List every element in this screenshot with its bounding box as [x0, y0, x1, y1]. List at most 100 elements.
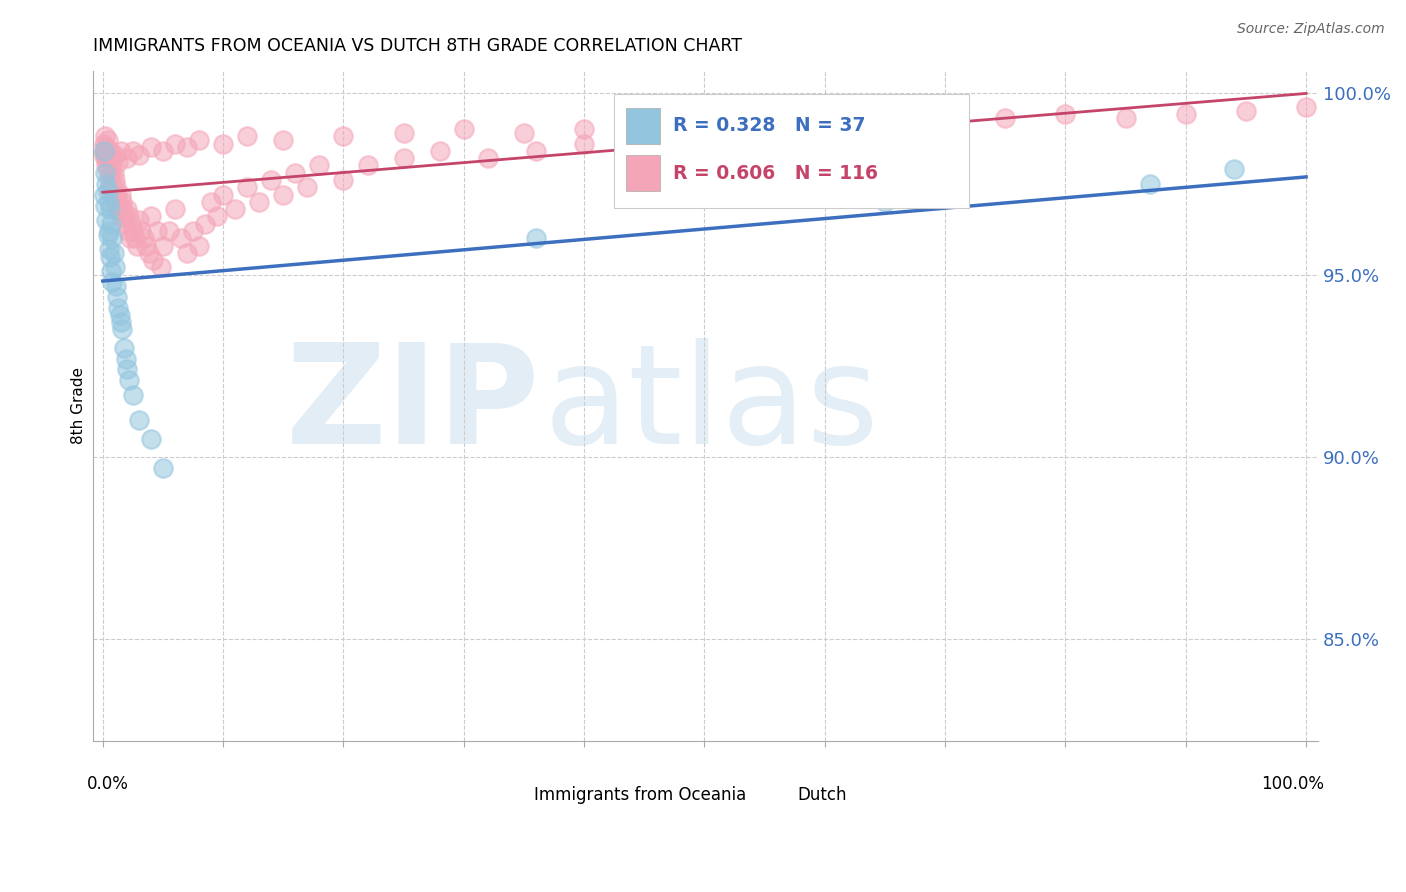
Point	[1223, 162, 1246, 177]
Point	[103, 245, 125, 260]
Point	[101, 275, 124, 289]
Point	[96, 140, 118, 154]
Point	[110, 315, 132, 329]
Point	[120, 231, 142, 245]
Point	[271, 187, 294, 202]
Point	[103, 166, 125, 180]
FancyBboxPatch shape	[614, 95, 969, 208]
Point	[100, 166, 122, 180]
Point	[96, 158, 118, 172]
Point	[128, 213, 150, 227]
Point	[236, 180, 259, 194]
Point	[98, 202, 121, 216]
Text: Immigrants from Oceania: Immigrants from Oceania	[534, 786, 747, 805]
Point	[118, 210, 141, 224]
Text: ZIP: ZIP	[285, 338, 540, 474]
Point	[110, 187, 132, 202]
Point	[236, 129, 259, 144]
Text: 100.0%: 100.0%	[1261, 774, 1324, 792]
Point	[814, 144, 837, 158]
Text: Source: ZipAtlas.com: Source: ZipAtlas.com	[1237, 22, 1385, 37]
Point	[194, 217, 217, 231]
Point	[98, 250, 121, 264]
Point	[572, 122, 595, 136]
Point	[114, 351, 136, 366]
Point	[101, 158, 124, 172]
Point	[271, 133, 294, 147]
Point	[152, 144, 174, 158]
Point	[100, 264, 122, 278]
Point	[122, 388, 145, 402]
Point	[96, 213, 118, 227]
Text: Dutch: Dutch	[797, 786, 846, 805]
Point	[110, 144, 132, 158]
Point	[139, 140, 162, 154]
Point	[97, 147, 120, 161]
Point	[105, 278, 128, 293]
Text: atlas: atlas	[544, 338, 880, 474]
Point	[98, 144, 121, 158]
Point	[97, 184, 120, 198]
Point	[97, 224, 120, 238]
Point	[200, 194, 222, 209]
Point	[152, 460, 174, 475]
Point	[105, 202, 128, 216]
Point	[105, 187, 128, 202]
Point	[392, 151, 415, 165]
Point	[814, 114, 837, 128]
Point	[297, 180, 319, 194]
Point	[754, 119, 776, 133]
Point	[93, 147, 115, 161]
Text: 0.0%: 0.0%	[87, 774, 129, 792]
Point	[356, 158, 378, 172]
Point	[873, 111, 896, 125]
Point	[572, 136, 595, 151]
Text: R = 0.606   N = 116: R = 0.606 N = 116	[672, 164, 877, 183]
Point	[115, 151, 138, 165]
Point	[112, 202, 135, 216]
Point	[93, 144, 115, 158]
Point	[163, 202, 186, 216]
Point	[224, 202, 246, 216]
Point	[131, 224, 153, 238]
Point	[124, 231, 146, 245]
Point	[934, 107, 956, 121]
Point	[308, 158, 330, 172]
Point	[97, 169, 120, 184]
Point	[1054, 107, 1077, 121]
Point	[107, 301, 129, 315]
Point	[110, 210, 132, 224]
Point	[97, 242, 120, 256]
Point	[97, 133, 120, 147]
Point	[97, 154, 120, 169]
Point	[1139, 177, 1161, 191]
Point	[114, 210, 136, 224]
Point	[754, 129, 776, 144]
Point	[93, 136, 115, 151]
Point	[104, 194, 127, 209]
Point	[332, 129, 354, 144]
Point	[97, 144, 120, 158]
Point	[128, 413, 150, 427]
Point	[94, 140, 117, 154]
Point	[477, 151, 499, 165]
Point	[1115, 111, 1137, 125]
Point	[181, 224, 204, 238]
Text: IMMIGRANTS FROM OCEANIA VS DUTCH 8TH GRADE CORRELATION CHART: IMMIGRANTS FROM OCEANIA VS DUTCH 8TH GRA…	[93, 37, 742, 55]
Point	[633, 144, 655, 158]
Point	[118, 373, 141, 387]
Point	[117, 224, 139, 238]
Point	[524, 144, 547, 158]
Point	[513, 126, 536, 140]
Point	[994, 111, 1017, 125]
Point	[94, 198, 117, 212]
Point	[114, 341, 136, 355]
Point	[111, 322, 134, 336]
Point	[101, 231, 124, 245]
Point	[101, 180, 124, 194]
Point	[149, 260, 172, 275]
Bar	[498, 785, 529, 806]
Point	[1295, 100, 1317, 114]
Point	[132, 231, 155, 245]
Point	[1174, 107, 1197, 121]
